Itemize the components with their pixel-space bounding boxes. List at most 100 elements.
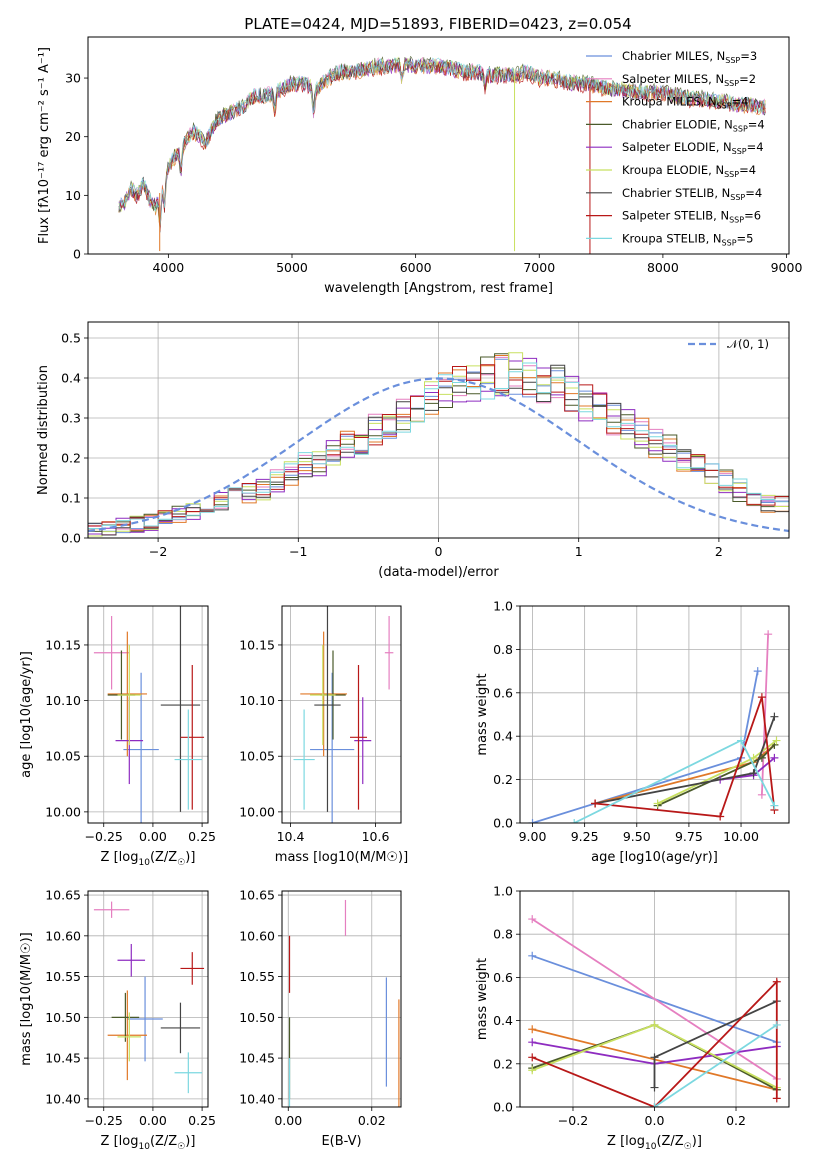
x-axis-label: age [log10(age/yr)] <box>591 850 718 865</box>
x-axis-label: E(B-V) <box>321 1134 361 1149</box>
spectrum-series-line <box>118 58 766 231</box>
x-tick-label: −0.2 <box>558 1113 588 1128</box>
legend-label: 𝒩(0, 1) <box>727 337 769 351</box>
y-tick-label: 1.0 <box>493 884 513 899</box>
legend-label: Chabrier STELIB, NSSP=4 <box>622 186 762 202</box>
errorbar-point <box>174 709 203 810</box>
legend-label-main: Chabrier MILES, N <box>622 49 725 63</box>
legend-label-main: Kroupa ELODIE, N <box>622 163 724 177</box>
errorbar-point <box>354 697 372 785</box>
mass-weight-series-line <box>653 1024 778 1107</box>
legend-label-subscript: SSP <box>733 124 748 133</box>
legend-label-subscript: SSP <box>732 147 747 156</box>
x-tick-label: 0 <box>435 544 443 559</box>
x-tick-label: 0.25 <box>188 1113 216 1128</box>
mass-weight-marker <box>650 1053 659 1062</box>
legend-label-tail: =2 <box>739 72 756 86</box>
x-axis-label: Z [log10(Z/Z☉)] <box>607 1134 702 1152</box>
x-axis-label: wavelength [Angstrom, rest frame] <box>324 281 553 296</box>
x-axis-label-tail: (Z/Z <box>150 850 177 865</box>
y-axis-label: Flux [fλ10⁻¹⁷ erg cm⁻² s⁻¹ A⁻¹] <box>37 47 52 244</box>
mass-weight-series-line <box>595 696 776 818</box>
x-axis-label-text: Z [log <box>101 850 139 865</box>
mass-weight-marker <box>716 812 725 821</box>
mass-weight-marker <box>591 799 600 808</box>
plot-area <box>528 915 781 1107</box>
x-axis-label-text: Z [log <box>101 1134 139 1149</box>
panel-residuals: −2 −1 0 1 2 0.0 0.1 0.2 0.3 0.4 0.5 (data-model)/er… <box>36 321 790 580</box>
x-axis-label: mass [log10(M/M☉)] <box>275 850 408 865</box>
panel-age_vs_mass: 10.4 10.6 10.00 10.05 10.10 10.15 mass [log10(… <box>239 605 408 865</box>
mass-weight-marker <box>770 801 779 810</box>
x-axis-label-subscript: 10 <box>138 1142 150 1152</box>
panel-spectrum: 4000 5000 6000 7000 8000 9000 0 10 20 30 wavelengt… <box>37 36 802 296</box>
x-axis-label-tail: (Z/Z <box>656 1134 683 1149</box>
y-tick-label: 10.50 <box>45 1010 81 1025</box>
mass-weight-marker <box>528 951 537 960</box>
mass-weight-marker <box>770 712 779 721</box>
legend-label: Kroupa MILES, NSSP=4 <box>622 95 748 111</box>
x-tick-label: 9.00 <box>519 829 547 844</box>
y-tick-label: 10.40 <box>45 1091 81 1106</box>
closing-bracket: )] <box>185 1134 195 1149</box>
x-axis-label: Z [log10(Z/Z☉)] <box>101 850 196 868</box>
panel-mass_vs_ebv: 0.00 0.02 10.40 10.45 10.50 10.55 10.60 10.65 E(… <box>239 888 402 1149</box>
x-tick-label: 0.25 <box>188 829 216 844</box>
legend-label: Kroupa STELIB, NSSP=5 <box>622 231 753 247</box>
errorbar-point <box>117 1012 142 1062</box>
y-tick-label: 10.15 <box>239 637 275 652</box>
errorbar-point <box>310 672 355 823</box>
y-tick-label: 0.2 <box>61 451 81 466</box>
y-tick-label: 10.00 <box>45 804 81 819</box>
y-tick-label: 10.10 <box>239 693 275 708</box>
axes-frame <box>87 890 209 1108</box>
errorbar-point <box>117 943 146 977</box>
y-tick-label: 20 <box>65 129 81 144</box>
legend-label-subscript: SSP <box>717 102 732 111</box>
legend-label: Chabrier ELODIE, NSSP=4 <box>622 117 765 133</box>
x-axis-label-subscript: 10 <box>138 858 150 868</box>
errorbar-point <box>111 992 140 1042</box>
mass-weight-marker <box>757 693 766 702</box>
mass-weight-marker <box>650 1103 659 1107</box>
mass-weight-marker <box>528 1025 537 1034</box>
sun-symbol: ☉ <box>684 1142 692 1152</box>
mass-weight-marker <box>772 1094 781 1103</box>
y-tick-label: 10.45 <box>239 1051 275 1066</box>
legend-label-main: Kroupa MILES, N <box>622 95 717 109</box>
mass-weight-marker <box>772 977 781 986</box>
mass-weight-marker <box>749 769 758 778</box>
normal-curve <box>88 377 789 533</box>
axes-frame <box>519 890 790 1108</box>
x-tick-label: −0.25 <box>85 1113 123 1128</box>
mass-weight-marker <box>570 819 579 823</box>
x-tick-label: 10.6 <box>362 829 390 844</box>
legend-label-subscript: SSP <box>729 216 744 225</box>
plot-area <box>528 630 781 823</box>
y-tick-label: 10.40 <box>239 1091 275 1106</box>
x-tick-label: 10.00 <box>723 829 759 844</box>
legend-label-subscript: SSP <box>722 238 737 247</box>
x-axis-label-tail: (Z/Z <box>150 1134 177 1149</box>
y-tick-label: 0.5 <box>61 331 81 346</box>
x-tick-label: 1 <box>575 544 583 559</box>
panel-mass_vs_Z: −0.25 0.00 0.25 10.40 10.45 10.50 10.55 10.60 10… <box>19 888 216 1152</box>
plot-area <box>88 352 789 537</box>
legend-label-main: Chabrier ELODIE, N <box>622 117 733 131</box>
mass-weight-marker <box>770 753 779 762</box>
x-tick-label: 2 <box>715 544 723 559</box>
mass-weight-marker <box>757 790 766 799</box>
errorbar-point <box>350 664 367 810</box>
mass-weight-series-line <box>532 670 759 823</box>
x-tick-label: 0.00 <box>274 1113 302 1128</box>
x-tick-label: −0.25 <box>85 829 123 844</box>
x-tick-label: 0.2 <box>726 1113 746 1128</box>
x-axis-label: Z [log10(Z/Z☉)] <box>101 1134 196 1152</box>
axes-frame <box>519 605 790 824</box>
panel-weight_vs_age: 9.00 9.25 9.50 9.75 10.00 0.0 0.2 0.4 0.6 0.8 1.0 a… <box>475 599 790 865</box>
y-tick-label: 10.65 <box>45 888 81 903</box>
y-tick-label: 0.4 <box>493 729 513 744</box>
x-tick-label: 0.00 <box>139 1113 167 1128</box>
y-tick-label: 0.0 <box>493 1100 513 1115</box>
